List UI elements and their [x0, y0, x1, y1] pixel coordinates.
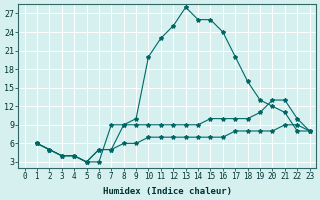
X-axis label: Humidex (Indice chaleur): Humidex (Indice chaleur) — [103, 187, 232, 196]
